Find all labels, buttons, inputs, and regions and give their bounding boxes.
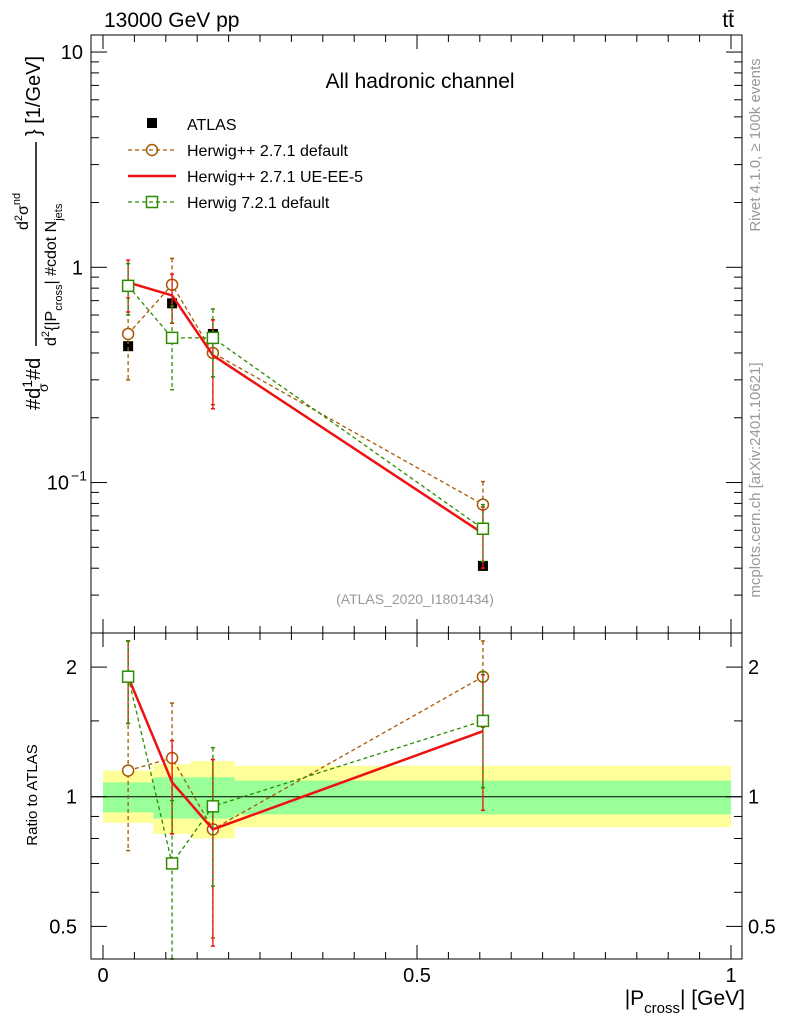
main-line-red <box>127 281 484 535</box>
main-ytick-label: 10 <box>61 42 83 64</box>
main-point-green <box>476 522 490 536</box>
ratio-point-brown <box>121 764 135 777</box>
xtick-label: 1 <box>725 965 736 987</box>
ratio-point-green <box>206 800 220 813</box>
main-ytick-exponent: −1 <box>71 468 87 484</box>
xaxis-label: |Pcross| [GeV] <box>625 987 745 1017</box>
ratio-ytick-label-right: 2 <box>748 657 759 679</box>
ratio-point-green <box>121 670 135 683</box>
legend-label-herwigpp-ueee5: Herwig++ 2.7.1 UE-EE-5 <box>187 169 363 186</box>
ratio-ytick-label: 1 <box>66 787 77 809</box>
mcplots-label: mcplots.cern.ch [arXiv:2401.10621] <box>747 362 764 597</box>
ratio-point-green <box>165 857 179 870</box>
ratio-series-group <box>121 640 490 960</box>
ratio-line-green <box>127 676 484 866</box>
xtick-label: 0 <box>97 965 108 987</box>
main-point-green <box>165 331 179 345</box>
legend-label-herwig7: Herwig 7.2.1 default <box>187 195 330 212</box>
header-energy-label: 13000 GeV pp <box>104 9 239 32</box>
ratio-ylabel: Ratio to ATLAS <box>24 744 41 845</box>
ylabel-units: } [1/GeV] <box>23 56 45 136</box>
main-title: All hadronic channel <box>325 70 514 93</box>
main-point-green <box>121 279 135 293</box>
analysis-id-label: (ATLAS_2020_I1801434) <box>336 591 494 607</box>
main-point-brown <box>121 327 135 341</box>
main-line-green <box>127 285 484 530</box>
ratio-line-brown <box>127 676 484 831</box>
ylabel-denominator: d2{|Pcross| #cdot Njets <box>40 203 65 346</box>
ratio-ytick-label: 2 <box>66 657 77 679</box>
xtick-label: 0.5 <box>403 965 431 987</box>
main-point-atlas <box>123 341 134 352</box>
ylabel-sigma: σ <box>35 383 51 392</box>
ylabel-numerator: d2σnd <box>11 193 32 230</box>
ylabel-frac-left: #d1#d <box>19 358 45 410</box>
ratio-panel: 0.5 0.5 1 1 2 2 0 0.5 1 <box>49 633 776 987</box>
main-ytick-label: 1 <box>72 257 83 279</box>
legend: ATLAS Herwig++ 2.7.1 default Herwig++ 2.… <box>128 117 363 212</box>
ratio-point-green <box>476 714 490 728</box>
main-ylabel: #d1#d σ d2σnd d2{|Pcross| #cdot Njets } … <box>11 56 65 410</box>
ratio-ytick-label-right: 0.5 <box>748 916 776 938</box>
ratio-line-red <box>126 676 484 831</box>
legend-marker-herwig7 <box>145 195 159 209</box>
main-series-group <box>121 257 490 571</box>
main-point-green <box>206 331 220 345</box>
legend-label-herwigpp-default: Herwig++ 2.7.1 default <box>187 143 349 160</box>
main-line-brown <box>127 283 484 506</box>
ratio-ytick-label-right: 1 <box>748 787 759 809</box>
header-process-label: tt̄ <box>722 9 734 32</box>
ratio-frame <box>90 632 743 960</box>
main-ytick-label: 10 <box>47 473 69 495</box>
legend-label-atlas: ATLAS <box>187 117 237 134</box>
rivet-version-label: Rivet 4.1.0, ≥ 100k events <box>747 58 764 231</box>
legend-marker-atlas <box>147 118 157 128</box>
legend-marker-herwigpp-default <box>145 143 159 157</box>
ratio-ytick-label: 0.5 <box>49 916 77 938</box>
